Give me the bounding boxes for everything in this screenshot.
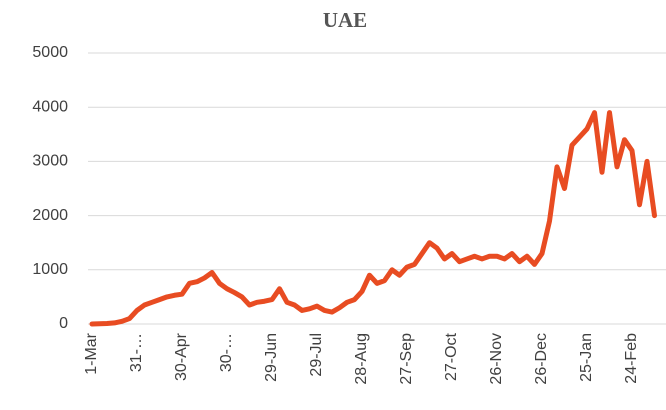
line — [89, 110, 657, 327]
x-tick-label: 29-Jun — [263, 333, 280, 382]
y-tick-label: 0 — [59, 315, 68, 332]
x-tick-label: 27-Oct — [443, 332, 460, 381]
x-tick-label: 29-Jul — [308, 333, 325, 377]
y-tick-label: 1000 — [32, 261, 68, 278]
y-tick-label: 5000 — [32, 44, 68, 61]
x-tick-label: 30-Apr — [173, 332, 190, 381]
x-tick-label: 24-Feb — [623, 333, 640, 384]
x-tick-label: 25-Jan — [578, 333, 595, 382]
x-tick-label: 27-Sep — [398, 333, 415, 385]
chart-title: UAE — [323, 8, 367, 32]
x-tick-label: 30-… — [218, 333, 235, 372]
x-tick-label: 28-Aug — [353, 333, 370, 385]
x-tick-label: 26-Nov — [488, 333, 505, 385]
x-tick-label: 1-Mar — [83, 332, 100, 374]
x-tick-label: 31-… — [128, 333, 145, 372]
y-tick-label: 2000 — [32, 207, 68, 224]
y-tick-label: 4000 — [32, 98, 68, 115]
y-tick-label: 3000 — [32, 153, 68, 170]
x-tick-label: 26-Dec — [533, 333, 550, 385]
